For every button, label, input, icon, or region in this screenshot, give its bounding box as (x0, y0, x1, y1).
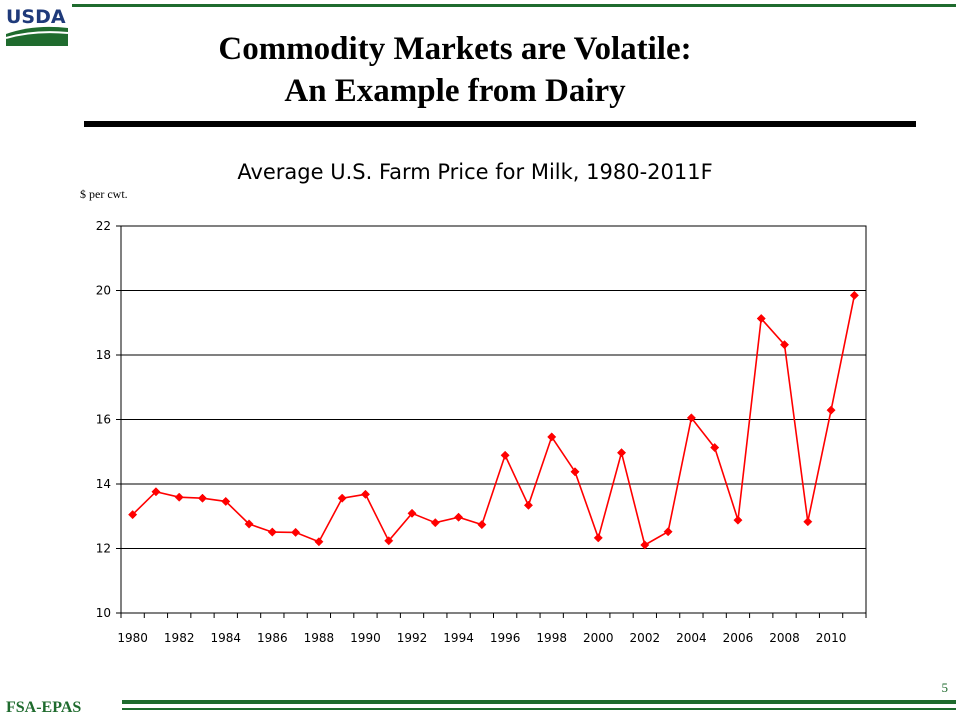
x-tick-label: 1992 (397, 631, 428, 645)
x-tick-label: 1998 (536, 631, 567, 645)
y-tick-label: 10 (96, 606, 111, 620)
y-tick-label: 20 (96, 284, 111, 298)
data-point (221, 496, 231, 506)
data-point (477, 520, 487, 530)
x-tick-label: 2006 (723, 631, 754, 645)
data-point (710, 443, 720, 453)
data-point (547, 432, 557, 442)
data-point (500, 450, 510, 460)
data-point (430, 518, 440, 528)
data-point (244, 519, 254, 529)
data-point (663, 527, 673, 537)
x-tick-label: 1988 (304, 631, 335, 645)
data-point (616, 448, 627, 458)
slide-title: Commodity Markets are Volatile: An Examp… (110, 28, 800, 112)
data-point (337, 493, 347, 503)
data-point (384, 536, 394, 546)
x-tick-label: 1996 (490, 631, 521, 645)
data-point (360, 489, 371, 499)
data-point (291, 527, 301, 537)
page-number: 5 (941, 680, 949, 695)
slide-title-line2: An Example from Dairy (284, 73, 626, 109)
data-point (151, 487, 161, 497)
data-point (267, 527, 277, 537)
y-tick-label: 12 (96, 542, 111, 556)
data-point (826, 405, 836, 415)
footer-rule-thin (122, 708, 956, 710)
data-point (803, 517, 813, 527)
chart-title: Average U.S. Farm Price for Milk, 1980-2… (237, 160, 713, 184)
top-rule (72, 4, 956, 7)
x-tick-label: 1984 (210, 631, 241, 645)
usda-logo: USDA (4, 4, 70, 48)
y-tick-label: 14 (96, 477, 111, 491)
data-point (640, 540, 650, 550)
series-line (132, 295, 856, 547)
data-point (197, 493, 208, 503)
y-tick-label: 18 (96, 348, 111, 362)
x-tick-label: 1990 (350, 631, 381, 645)
y-tick-label: 16 (96, 413, 111, 427)
data-point (733, 515, 743, 525)
footer-label: FSA-EPAS (6, 699, 82, 716)
y-tick-label: 22 (96, 219, 111, 233)
data-point (686, 413, 696, 423)
x-tick-label: 2002 (630, 631, 661, 645)
slide-title-line1: Commodity Markets are Volatile: (218, 31, 692, 67)
x-tick-label: 2004 (676, 631, 707, 645)
data-point (407, 508, 417, 518)
data-point (779, 340, 790, 350)
data-point (593, 533, 603, 543)
usda-logo-text: USDA (6, 6, 66, 28)
data-point (849, 290, 859, 300)
x-tick-label: 2010 (816, 631, 847, 645)
data-point (314, 537, 324, 547)
x-tick-label: 1982 (164, 631, 195, 645)
footer-rule (122, 700, 956, 704)
title-rule (84, 121, 916, 127)
x-tick-label: 1986 (257, 631, 288, 645)
x-tick-label: 1980 (117, 631, 148, 645)
data-point (454, 512, 464, 522)
x-tick-label: 2008 (769, 631, 800, 645)
x-tick-label: 2000 (583, 631, 614, 645)
y-axis-unit-label: $ per cwt. (80, 187, 128, 201)
data-point (570, 467, 580, 477)
data-point (128, 510, 138, 520)
data-point (756, 314, 766, 324)
x-tick-label: 1994 (443, 631, 474, 645)
data-point (523, 500, 533, 510)
data-point (174, 492, 184, 502)
